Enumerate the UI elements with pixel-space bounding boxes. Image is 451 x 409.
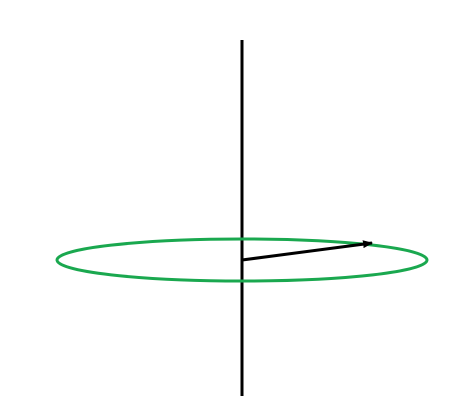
green-ring-ellipse xyxy=(55,237,429,283)
radial-vector-arrow xyxy=(241,240,373,262)
